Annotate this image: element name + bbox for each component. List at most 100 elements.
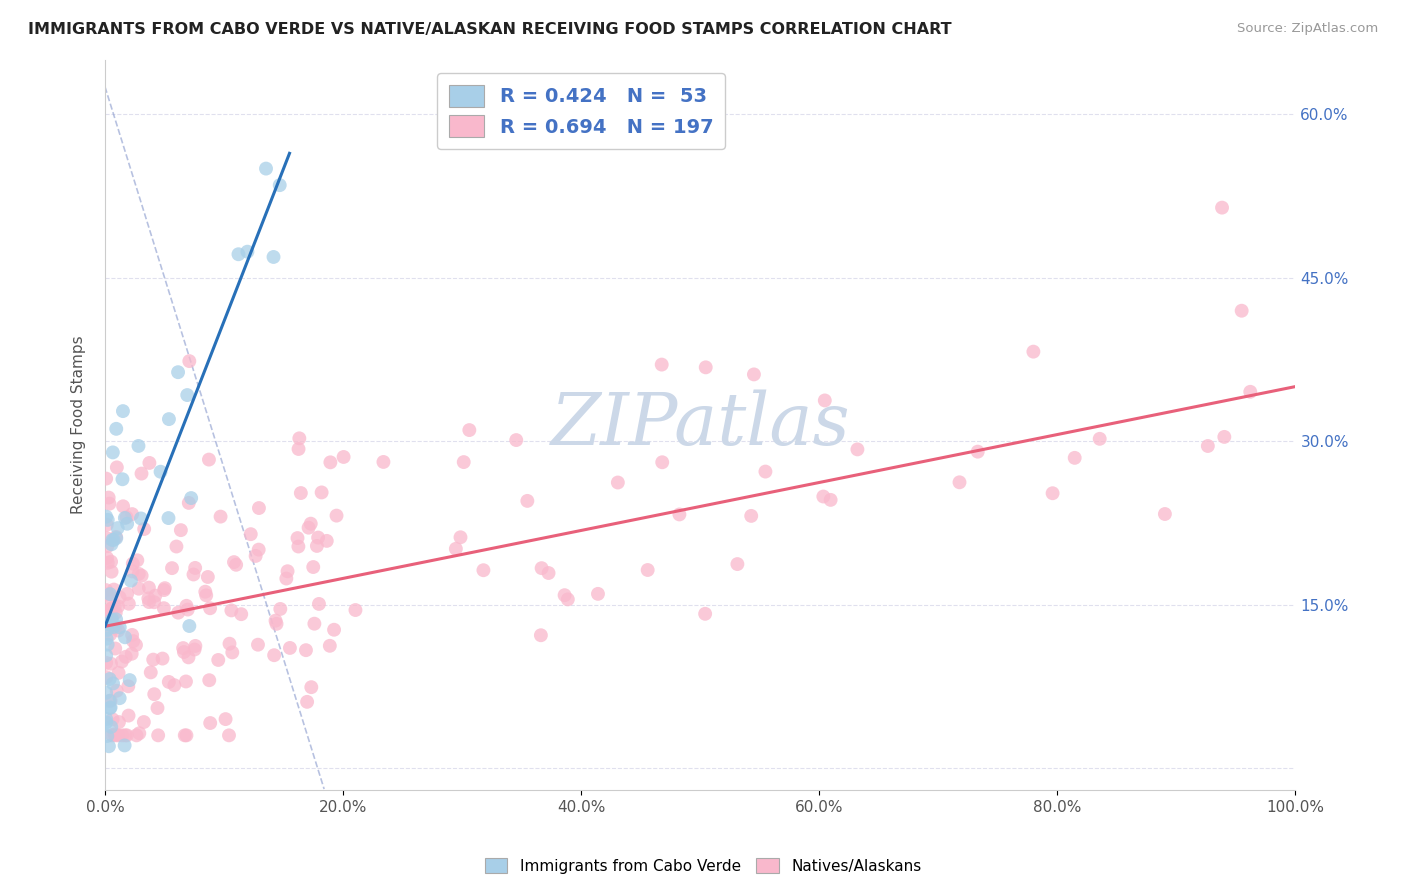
Point: [107, 665, 129, 680]
Point: [505, 433, 527, 447]
Point: [104, 728, 127, 742]
Point: [163, 678, 186, 692]
Point: [96, 686, 118, 700]
Point: [97, 604, 120, 618]
Point: [266, 616, 288, 631]
Point: [101, 533, 124, 547]
Point: [122, 634, 145, 648]
Point: [218, 728, 240, 742]
Point: [118, 597, 141, 611]
Point: [214, 712, 236, 726]
Point: [198, 601, 221, 615]
Point: [142, 652, 165, 666]
Point: [742, 368, 765, 382]
Point: [100, 700, 122, 714]
Point: [152, 651, 174, 665]
Point: [120, 574, 142, 588]
Point: [134, 522, 156, 536]
Point: [149, 465, 172, 479]
Point: [103, 727, 125, 741]
Point: [98, 497, 121, 511]
Point: [754, 465, 776, 479]
Point: [153, 601, 176, 615]
Point: [98, 587, 121, 601]
Point: [100, 601, 122, 615]
Point: [103, 582, 125, 597]
Point: [1063, 450, 1085, 465]
Point: [1022, 344, 1045, 359]
Point: [1088, 432, 1111, 446]
Point: [1239, 384, 1261, 399]
Point: [176, 388, 198, 402]
Point: [453, 455, 475, 469]
Point: [245, 549, 267, 563]
Point: [96, 583, 118, 598]
Point: [107, 624, 129, 638]
Point: [277, 564, 299, 578]
Point: [344, 603, 367, 617]
Point: [121, 565, 143, 579]
Point: [96, 632, 118, 646]
Point: [194, 584, 217, 599]
Point: [948, 475, 970, 490]
Point: [97, 491, 120, 505]
Point: [138, 581, 160, 595]
Point: [103, 620, 125, 634]
Point: [98, 694, 121, 708]
Y-axis label: Receiving Food Stamps: Receiving Food Stamps: [72, 335, 86, 514]
Point: [146, 728, 169, 742]
Point: [111, 472, 134, 486]
Point: [637, 563, 659, 577]
Point: [100, 693, 122, 707]
Point: [228, 247, 250, 261]
Point: [247, 501, 270, 516]
Point: [209, 509, 232, 524]
Point: [222, 555, 245, 569]
Point: [101, 728, 124, 742]
Point: [167, 606, 190, 620]
Point: [651, 358, 673, 372]
Point: [100, 609, 122, 624]
Point: [269, 178, 291, 193]
Point: [98, 672, 121, 686]
Point: [101, 445, 124, 459]
Point: [128, 726, 150, 740]
Point: [173, 728, 195, 742]
Point: [98, 628, 121, 642]
Point: [138, 591, 160, 606]
Point: [276, 572, 298, 586]
Point: [176, 599, 198, 613]
Point: [117, 679, 139, 693]
Point: [814, 393, 837, 408]
Point: [846, 442, 869, 457]
Point: [247, 542, 270, 557]
Point: [97, 638, 120, 652]
Point: [606, 475, 628, 490]
Point: [105, 531, 128, 545]
Point: [221, 603, 243, 617]
Point: [530, 561, 553, 575]
Point: [740, 508, 762, 523]
Point: [138, 456, 160, 470]
Text: ZIPatlas: ZIPatlas: [550, 390, 851, 460]
Point: [96, 656, 118, 670]
Point: [239, 527, 262, 541]
Point: [278, 640, 301, 655]
Point: [100, 565, 122, 579]
Point: [297, 521, 319, 535]
Point: [157, 412, 180, 426]
Point: [115, 516, 138, 531]
Point: [104, 599, 127, 614]
Point: [114, 511, 136, 525]
Point: [107, 599, 129, 614]
Point: [143, 687, 166, 701]
Point: [125, 638, 148, 652]
Point: [115, 728, 138, 742]
Point: [323, 623, 346, 637]
Point: [121, 557, 143, 571]
Point: [373, 455, 395, 469]
Point: [97, 610, 120, 624]
Point: [305, 539, 328, 553]
Point: [179, 354, 201, 368]
Point: [167, 365, 190, 379]
